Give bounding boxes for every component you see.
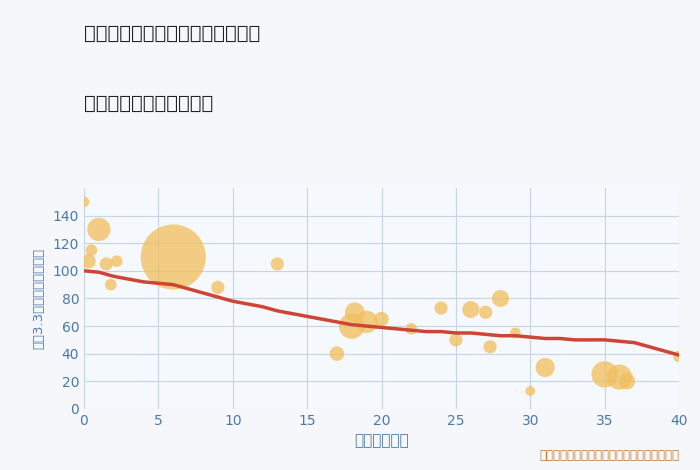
- Point: [480, 308, 491, 316]
- Point: [361, 318, 372, 326]
- Point: [673, 352, 685, 360]
- Text: 築年数別中古戸建て価格: 築年数別中古戸建て価格: [84, 94, 214, 113]
- Point: [376, 315, 387, 323]
- Point: [349, 308, 360, 316]
- Y-axis label: 坪（3.3㎡）単価（万円）: 坪（3.3㎡）単価（万円）: [33, 248, 46, 349]
- Point: [435, 305, 447, 312]
- Point: [540, 364, 551, 371]
- Point: [450, 336, 461, 344]
- Point: [510, 329, 521, 337]
- Point: [83, 258, 94, 265]
- Point: [495, 295, 506, 302]
- Point: [406, 325, 417, 333]
- Point: [105, 281, 116, 289]
- X-axis label: 築年数（年）: 築年数（年）: [354, 433, 409, 448]
- Point: [465, 306, 476, 313]
- Point: [101, 260, 112, 268]
- Point: [272, 260, 283, 268]
- Point: [599, 371, 610, 378]
- Point: [212, 283, 223, 291]
- Point: [168, 253, 179, 261]
- Point: [78, 198, 90, 205]
- Point: [622, 377, 633, 385]
- Point: [614, 373, 625, 381]
- Point: [346, 322, 357, 330]
- Point: [484, 343, 496, 351]
- Point: [111, 258, 122, 265]
- Point: [525, 387, 536, 395]
- Point: [86, 246, 97, 254]
- Point: [331, 350, 342, 357]
- Text: 円の大きさは、取引のあった物件面積を示す: 円の大きさは、取引のあった物件面積を示す: [539, 449, 679, 462]
- Text: 愛知県名古屋市中川区打出本町の: 愛知県名古屋市中川区打出本町の: [84, 24, 260, 42]
- Point: [93, 226, 104, 233]
